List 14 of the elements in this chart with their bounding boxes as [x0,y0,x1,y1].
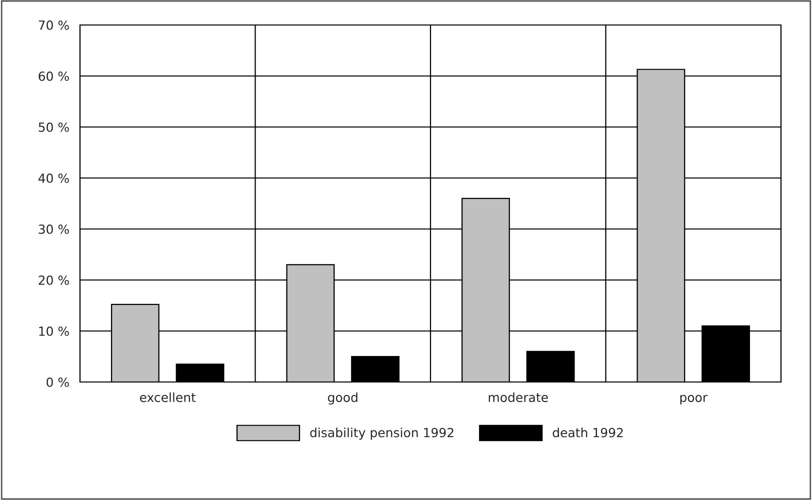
x-tick-label: moderate [488,392,548,402]
y-tick-label: 40 % [38,173,69,183]
y-tick-label: 60 % [38,71,69,81]
y-tick-label: 0 % [46,377,69,387]
y-tick-label: 30 % [38,224,69,234]
x-tick-label: excellent [140,392,196,402]
y-tick-label: 10 % [39,326,69,336]
y-tick-label: 20 % [38,275,69,285]
x-tick-label: poor [680,394,708,405]
y-tick-label: 50 % [38,122,69,132]
legend-label: disability pension 1992 [310,428,454,440]
y-tick-label: 70 % [38,20,69,30]
legend-label: death 1992 [552,428,623,438]
x-tick-label: good [328,392,358,405]
